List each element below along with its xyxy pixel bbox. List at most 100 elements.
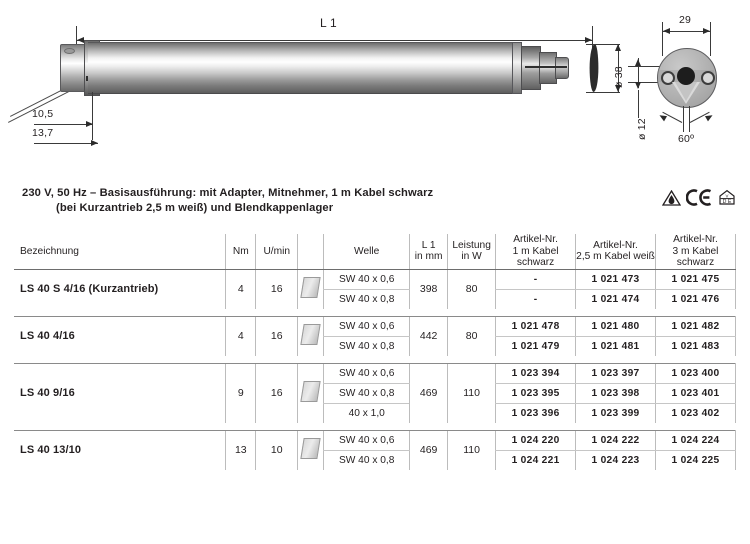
- angle-arrow-right: [704, 112, 715, 122]
- header-nm: Nm: [225, 234, 256, 270]
- table-row[interactable]: LS 40 9/16 9 16 SW 40 x 0,6 469 110 1 023 394 1…: [14, 362, 737, 423]
- header-l1: L 1 in mm: [409, 234, 448, 270]
- dim-d12-label: ø 12: [636, 118, 648, 140]
- shaft-profile-icon: [297, 268, 324, 309]
- dim-d12-ext-bottom: [628, 82, 664, 83]
- cell-artikel-1m[interactable]: 1 023 394: [495, 362, 576, 384]
- dim-29-arrow-right: [703, 27, 710, 34]
- cross-section-hole-left: [661, 71, 675, 85]
- cell-artikel-1m[interactable]: 1 024 220: [495, 429, 576, 451]
- header-artikel-1m: Artikel-Nr. 1 m Kabel schwarz: [495, 234, 576, 270]
- table-row[interactable]: LS 40 13/10 13 10 SW 40 x 0,6 469 110 1 024 22…: [14, 429, 737, 470]
- header-artikel-3m-line2: 3 m Kabel schwarz: [672, 245, 719, 269]
- group-separator: [14, 309, 736, 317]
- cell-artikel-3m[interactable]: 1 024 224: [654, 429, 737, 451]
- cell-artikel-25m[interactable]: 1 021 481: [575, 336, 656, 356]
- warning-triangle-icon: [661, 189, 682, 211]
- angle-60-label: 60º: [678, 133, 695, 145]
- spec-line-2: (bei Kurzantrieb 2,5 m weiß) und Blendka…: [56, 202, 334, 214]
- cell-artikel-3m[interactable]: 1 023 400: [654, 362, 737, 384]
- cell-artikel-1m[interactable]: 1 023 395: [495, 383, 576, 404]
- cell-artikel-25m[interactable]: 1 024 223: [575, 450, 656, 470]
- cell-leistung: 80: [447, 268, 496, 309]
- dim-29-label: 29: [679, 14, 692, 26]
- dim-105-arrow: [86, 120, 93, 127]
- technical-drawing: L 1 10,5 13,7 ø 38 29 ø 12: [0, 0, 750, 175]
- motor-profile-silhouette: [589, 44, 599, 92]
- product-name: LS 40 4/16: [14, 315, 226, 356]
- cell-artikel-1m[interactable]: -: [495, 268, 576, 290]
- cell-welle: SW 40 x 0,8: [323, 289, 410, 309]
- angle-ref-right: [689, 106, 690, 132]
- l1-dimension-line: [76, 40, 592, 41]
- table-row[interactable]: SW 40 x 0,8 1 023 395 1 023 398 1 023 401: [14, 383, 737, 404]
- cell-artikel-1m[interactable]: 1 024 221: [495, 450, 576, 470]
- cell-nm: 4: [225, 315, 256, 356]
- dim-d12-ext-top: [628, 66, 664, 67]
- cell-artikel-3m[interactable]: 1 023 401: [654, 383, 737, 404]
- spec-line-1: 230 V, 50 Hz – Basisausführung: mit Adap…: [22, 187, 434, 199]
- table-row[interactable]: LS 40 4/16 4 16 SW 40 x 0,6 442 80 1 021 478 1 …: [14, 315, 737, 356]
- cell-welle: SW 40 x 0,6: [323, 429, 410, 451]
- header-l1-line1: L 1: [421, 239, 436, 251]
- l1-arrow-left: [77, 36, 84, 43]
- l1-right-extension: [592, 26, 593, 56]
- table-row[interactable]: 40 x 1,0 1 023 396 1 023 399 1 023 402: [14, 403, 737, 423]
- table-row[interactable]: SW 40 x 0,8 -1 021 474 1 021 476: [14, 289, 737, 309]
- dim-d38-label: ø 38: [613, 66, 625, 88]
- cell-artikel-3m[interactable]: 1 021 476: [654, 289, 737, 309]
- cell-artikel-25m[interactable]: 1 021 480: [575, 315, 656, 337]
- motor-drive-head: [555, 57, 569, 79]
- dim-137-arrow: [91, 139, 98, 146]
- header-upm: U/min: [255, 234, 298, 270]
- cell-artikel-25m[interactable]: 1 021 473: [575, 268, 656, 290]
- cell-artikel-3m[interactable]: 1 024 225: [654, 450, 737, 470]
- cell-l1: 398: [409, 268, 448, 309]
- cell-nm: 13: [225, 429, 256, 470]
- cell-artikel-3m[interactable]: 1 021 482: [654, 315, 737, 337]
- motor-tube: [88, 42, 512, 94]
- dim-d38-line: [618, 44, 619, 92]
- dim-105-extension: [92, 92, 93, 140]
- header-shaft-icon-col: [297, 234, 324, 270]
- cell-artikel-25m[interactable]: 1 024 222: [575, 429, 656, 451]
- table-header-row: Bezeichnung Nm U/min Welle L 1 in mm Lei…: [14, 234, 737, 270]
- header-artikel-25m: Artikel-Nr. 2,5 m Kabel weiß: [575, 234, 656, 270]
- cell-artikel-3m[interactable]: 1 021 475: [654, 268, 737, 290]
- header-artikel-1m-line2: 1 m Kabel schwarz: [512, 245, 559, 269]
- cell-artikel-25m[interactable]: 1 023 397: [575, 362, 656, 384]
- ce-mark-icon: [685, 189, 713, 211]
- cell-welle: 40 x 1,0: [323, 403, 410, 423]
- cell-artikel-25m[interactable]: 1 023 399: [575, 403, 656, 423]
- l1-left-extension: [76, 26, 77, 56]
- table-row[interactable]: SW 40 x 0,8 1 021 479 1 021 481 1 021 483: [14, 336, 737, 356]
- product-name: LS 40 13/10: [14, 429, 226, 470]
- cell-artikel-1m[interactable]: 1 023 396: [495, 403, 576, 423]
- cell-artikel-3m[interactable]: 1 023 402: [654, 403, 737, 423]
- table-row[interactable]: LS 40 S 4/16 (Kurzantrieb) 4 16 SW 40 x 0,6…: [14, 268, 737, 309]
- cell-artikel-1m[interactable]: 1 021 478: [495, 315, 576, 337]
- cell-artikel-3m[interactable]: 1 021 483: [654, 336, 737, 356]
- header-artikel-3m-line1: Artikel-Nr.: [673, 234, 718, 245]
- cell-nm: 9: [225, 362, 256, 423]
- cross-section-wedge-inner: [675, 82, 697, 101]
- table-row[interactable]: SW 40 x 0,8 1 024 221 1 024 223 1 024 225: [14, 450, 737, 470]
- vde-mark-icon: D E V: [718, 189, 736, 211]
- cell-l1: 469: [409, 429, 448, 470]
- dim-105-line: [34, 124, 92, 125]
- cell-welle: SW 40 x 0,6: [323, 268, 410, 290]
- cell-artikel-25m[interactable]: 1 023 398: [575, 383, 656, 404]
- header-l1-line2: in mm: [414, 251, 443, 263]
- cell-artikel-1m[interactable]: -: [495, 289, 576, 309]
- certification-marks: D E V: [661, 189, 736, 211]
- spec-heading: 230 V, 50 Hz – Basisausführung: mit Adap…: [22, 186, 542, 216]
- header-leistung: Leistung in W: [447, 234, 496, 270]
- cell-artikel-25m[interactable]: 1 021 474: [575, 289, 656, 309]
- svg-text:V: V: [726, 193, 729, 198]
- dim-137-line: [34, 143, 98, 144]
- cell-upm: 16: [255, 315, 298, 356]
- cell-artikel-1m[interactable]: 1 021 479: [495, 336, 576, 356]
- cell-upm: 10: [255, 429, 298, 470]
- dim-d38-arrow-top: [614, 44, 621, 51]
- group-separator: [14, 356, 736, 364]
